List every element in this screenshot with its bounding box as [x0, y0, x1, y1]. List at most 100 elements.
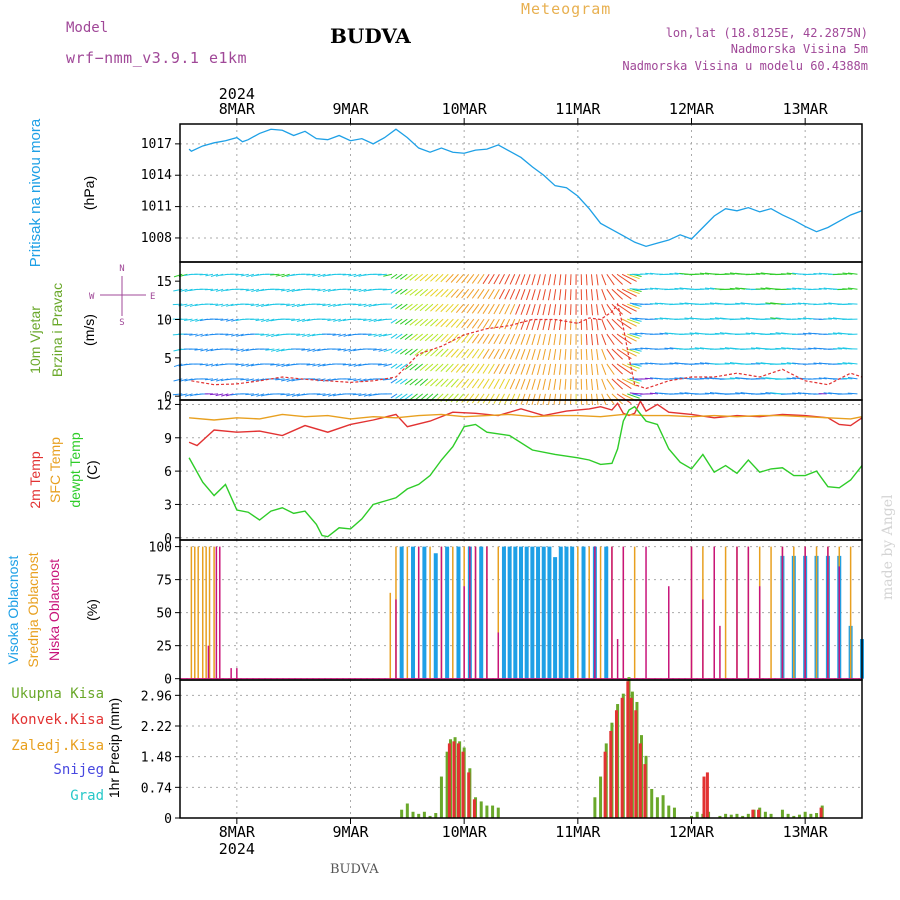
wind-arrow	[399, 378, 408, 385]
wind-arrow	[466, 363, 475, 374]
wind-arrow	[455, 393, 464, 403]
wind-arrow	[596, 319, 599, 331]
wind-arrow	[509, 274, 516, 285]
wind-arrow	[221, 393, 229, 397]
wind-arrow	[601, 348, 607, 361]
y-tick-label: 75	[156, 574, 172, 589]
wind-arrow	[435, 273, 444, 282]
wind-arrow	[322, 288, 331, 293]
wind-arrow	[317, 288, 326, 292]
wind-arrow	[245, 393, 254, 396]
wind-arrow	[536, 348, 541, 361]
wind-arrow	[699, 377, 710, 380]
wind-speed-line	[191, 302, 863, 390]
wind-arrow	[601, 289, 607, 301]
wind-arrow	[570, 274, 572, 286]
wind-arrow	[564, 304, 567, 316]
wind-arrow	[353, 363, 362, 367]
wind-arrow	[536, 304, 541, 316]
wind-arrow	[390, 333, 398, 339]
wind-arrow	[390, 393, 398, 399]
wind-arrow	[531, 289, 536, 301]
wind-arrow	[338, 318, 347, 322]
compass-south-label: S	[119, 318, 124, 328]
wind-arrow	[596, 334, 599, 346]
wind-arrow	[570, 289, 572, 300]
wind-arrow	[729, 272, 740, 275]
wind-arrow	[694, 347, 705, 350]
wind-arrow	[337, 348, 347, 351]
wind-arrow	[493, 348, 500, 360]
wind-arrow	[649, 392, 659, 395]
precip-legend-item: Zaledj.Kisa	[11, 738, 104, 754]
wind-arrow	[606, 348, 615, 360]
wind-arrow	[265, 333, 275, 337]
wind-arrow	[781, 347, 792, 350]
lonlat-label: lon,lat (18.8125E, 42.2875N)	[665, 26, 868, 40]
y-tick-label: 50	[156, 607, 172, 622]
wind-arrow	[531, 363, 536, 375]
wind-arrow	[255, 318, 265, 322]
wind-arrow	[450, 303, 459, 313]
wind-arrow	[225, 393, 234, 397]
wind-arrow	[440, 288, 449, 298]
wind-arrow	[482, 333, 490, 344]
wind-arrow	[547, 274, 552, 286]
wind-arrow	[353, 273, 362, 278]
wind-arrow	[419, 303, 429, 312]
wind-arrow	[246, 273, 255, 278]
wind-arrow	[306, 273, 316, 276]
wind-arrow	[231, 333, 239, 337]
wind-arrow	[205, 273, 214, 277]
total-precip-bar	[815, 813, 819, 818]
wind-arrow	[235, 363, 244, 366]
wind-arrow	[531, 274, 536, 286]
wind-arrow	[404, 333, 413, 341]
wind-arrow	[404, 393, 413, 400]
wind-arrow	[383, 348, 393, 353]
wind-arrow	[765, 391, 776, 395]
wind-arrow	[399, 273, 408, 280]
wind-arrow	[802, 332, 812, 335]
wind-arrow	[515, 348, 521, 360]
model-label: Model	[66, 20, 109, 36]
wind-arrow	[316, 393, 326, 396]
wind-arrow	[488, 303, 495, 315]
wind-arrow	[553, 274, 557, 286]
wind-arrow	[296, 318, 306, 322]
wind-arrow	[471, 333, 480, 344]
panel-frame	[179, 123, 863, 263]
wind-arrow	[461, 273, 470, 284]
wind-arrow	[372, 348, 382, 351]
wind-arrow	[210, 273, 219, 277]
wind-arrow	[632, 288, 642, 292]
y-tick-label: 0.74	[141, 781, 172, 796]
wind-arrow	[531, 318, 536, 331]
model-altitude-label: Nadmorska Visina u modelu 60.4388m	[622, 59, 868, 73]
bottom-axis-day-label: 12MAR	[669, 823, 715, 841]
wind-arrow	[606, 303, 615, 316]
wind-arrow	[414, 318, 423, 326]
wind-arrow	[488, 318, 495, 330]
wind-arrow	[172, 303, 183, 306]
wind-arrow	[611, 333, 623, 345]
wind-arrow	[621, 303, 637, 312]
wind-arrow	[547, 304, 552, 316]
wind-arrow	[363, 393, 372, 397]
wind-arrow	[704, 377, 715, 380]
wind-arrow	[536, 378, 541, 390]
wind-arrow	[493, 274, 500, 285]
wind-arrow	[504, 363, 511, 375]
wind-arrow	[240, 273, 249, 277]
wind-arrow	[280, 288, 290, 292]
wind-arrow	[466, 333, 475, 344]
wind-arrow	[424, 363, 434, 372]
wind-arrow	[654, 317, 664, 320]
wind-arrow	[353, 288, 362, 292]
wind-arrow	[414, 273, 423, 282]
wind-arrow	[611, 363, 623, 375]
wind-arrow	[358, 378, 367, 382]
total-precip-bar	[479, 801, 483, 818]
total-precip-bar	[690, 815, 693, 818]
wind-arrow	[466, 348, 475, 359]
